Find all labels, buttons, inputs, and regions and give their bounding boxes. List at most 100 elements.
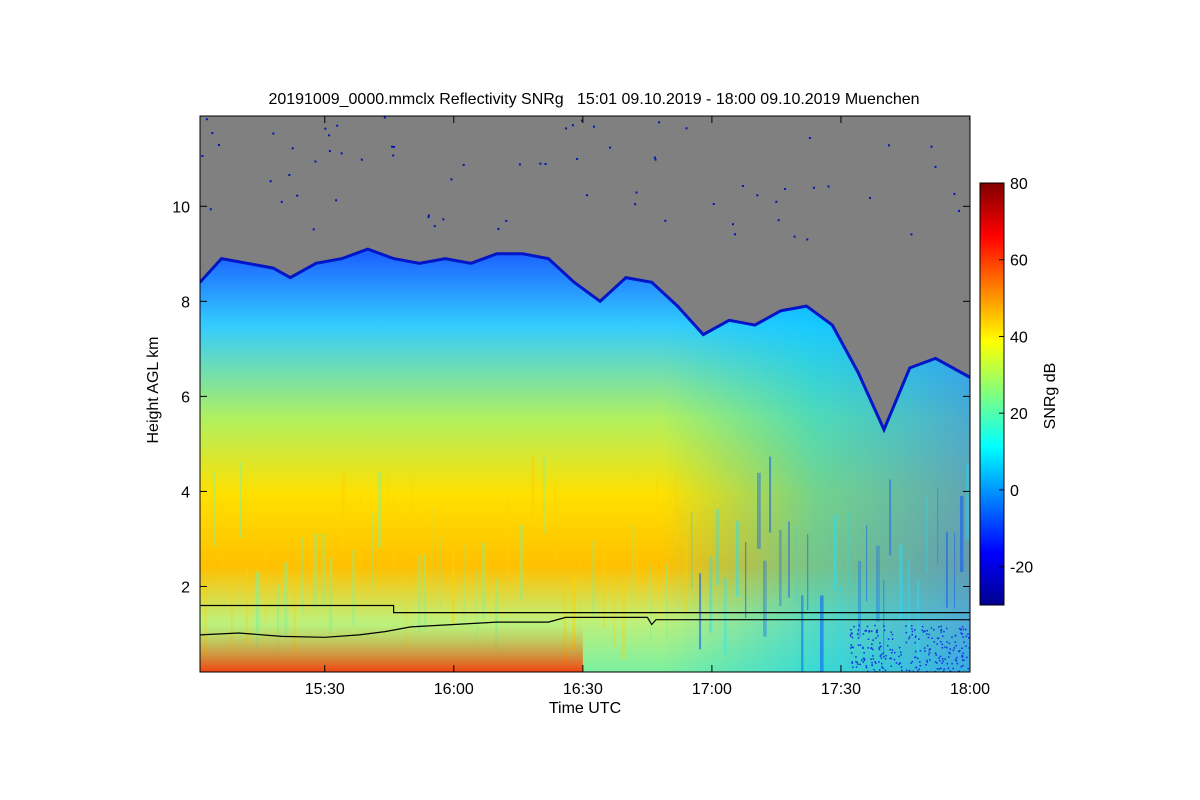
noise-speckle	[949, 648, 951, 650]
noise-speckle	[949, 652, 951, 655]
noise-speckle	[926, 670, 928, 672]
noise-speckle	[938, 668, 941, 670]
noise-speckle	[891, 652, 893, 654]
noise-speckle	[921, 625, 924, 628]
fall-streak	[265, 548, 267, 625]
fall-streak	[622, 583, 626, 660]
noise-speckle	[865, 629, 867, 632]
noise-speckle	[900, 666, 903, 668]
noise-speckle	[962, 659, 964, 661]
noise-speckle	[862, 657, 865, 660]
noise-speckle	[922, 631, 925, 633]
noise-speckle	[876, 629, 878, 631]
fall-streak	[431, 507, 433, 583]
noise-speckle	[961, 633, 963, 635]
fall-streak	[482, 542, 485, 619]
fall-streak	[757, 472, 761, 549]
x-tick-label: 17:00	[692, 681, 732, 698]
noise-speckle	[867, 670, 869, 672]
chart-title: 20191009_0000.mmclx Reflectivity SNRg 15…	[268, 91, 919, 108]
fall-streak	[637, 530, 639, 607]
noise-speckle	[898, 646, 901, 649]
noise-speckle	[942, 635, 944, 637]
fall-streak	[405, 571, 407, 648]
noise-speckle	[857, 644, 860, 646]
noise-speckle	[859, 663, 861, 666]
fall-streak	[960, 496, 964, 573]
noise-speckle	[685, 127, 688, 130]
fall-streak	[256, 571, 259, 648]
noise-speckle	[962, 628, 965, 631]
noise-speckle	[915, 650, 917, 653]
noise-speckle	[880, 653, 882, 656]
noise-speckle	[741, 185, 744, 187]
noise-speckle	[427, 214, 430, 217]
noise-speckle	[427, 216, 430, 219]
noise-speckle	[948, 642, 951, 645]
noise-speckle	[609, 146, 612, 149]
noise-speckle	[732, 223, 734, 226]
noise-speckle	[940, 667, 942, 669]
x-axis-label: Time UTC	[549, 700, 621, 717]
noise-speckle	[462, 164, 465, 166]
fall-streak	[463, 544, 466, 621]
noise-speckle	[958, 209, 960, 212]
noise-speckle	[911, 634, 913, 636]
noise-speckle	[958, 627, 961, 630]
noise-speckle	[218, 144, 220, 146]
lower-boundary-line	[200, 616, 970, 638]
colorbar-tick-label: 40	[1010, 329, 1028, 346]
noise-speckle	[872, 655, 874, 657]
noise-speckle	[883, 629, 886, 632]
noise-speckle	[900, 651, 902, 653]
noise-speckle	[961, 626, 964, 628]
noise-speckle	[963, 641, 965, 643]
noise-speckle	[850, 652, 853, 654]
noise-speckle	[884, 658, 887, 660]
fall-streak	[387, 468, 389, 545]
noise-speckle	[879, 642, 881, 644]
noise-speckle	[335, 199, 338, 202]
noise-speckle	[947, 656, 950, 658]
noise-speckle	[926, 629, 928, 632]
noise-speckle	[328, 134, 331, 137]
noise-speckle	[882, 652, 884, 655]
noise-speckle	[868, 631, 870, 633]
fall-streak	[675, 469, 677, 546]
noise-speckle	[288, 174, 291, 176]
noise-speckle	[862, 646, 864, 649]
noise-speckle	[968, 637, 970, 639]
fall-streak	[341, 473, 345, 550]
noise-speckle	[855, 666, 858, 668]
fall-streak	[231, 573, 233, 650]
fall-streak	[763, 560, 767, 637]
reflectivity-field-weak-echo	[200, 249, 970, 672]
fall-streak	[908, 559, 910, 636]
noise-speckle	[391, 145, 393, 148]
noise-speckle	[505, 219, 508, 222]
noise-speckle	[861, 659, 863, 661]
y-tick-label: 4	[181, 484, 190, 501]
noise-speckle	[960, 632, 962, 634]
colorbar-tick-label: 80	[1010, 176, 1028, 193]
fall-streak	[495, 578, 498, 655]
noise-speckle	[857, 663, 859, 665]
noise-speckle	[890, 657, 892, 660]
noise-speckle	[968, 117, 970, 120]
noise-speckles	[201, 116, 970, 672]
noise-speckle	[793, 235, 796, 238]
noise-speckle	[209, 208, 212, 211]
noise-speckle	[849, 634, 852, 636]
fall-streak	[240, 462, 242, 539]
noise-speckle	[900, 654, 902, 656]
fall-streak	[452, 547, 455, 624]
noise-speckle	[898, 663, 900, 666]
noise-speckle	[875, 662, 877, 664]
fall-streak	[656, 474, 658, 551]
noise-speckle	[874, 624, 876, 627]
reflectivity-cloud-top-edge	[200, 247, 970, 434]
noise-speckle	[934, 661, 937, 663]
noise-speckle	[544, 163, 547, 165]
fall-streak	[418, 556, 421, 633]
noise-speckle	[939, 659, 941, 662]
